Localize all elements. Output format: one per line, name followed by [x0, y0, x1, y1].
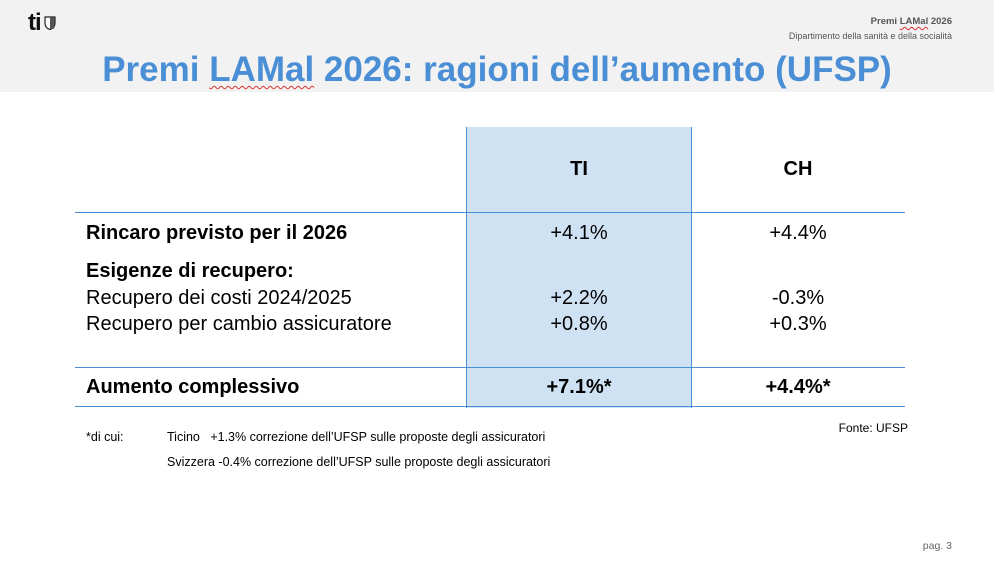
- row-label-totale: Aumento complessivo: [86, 376, 300, 398]
- header-department: Dipartimento della sanità e della social…: [788, 31, 952, 41]
- column-header-ch: CH: [783, 158, 813, 180]
- canton-logo: ti: [28, 9, 56, 36]
- cell-rincaro-ch: +4.4%: [769, 222, 827, 244]
- cell-recupero-costi-ti: +2.2%: [550, 287, 608, 309]
- footnote-line-svizzera: Svizzera -0.4% correzione dell’UFSP sull…: [167, 455, 551, 469]
- header-divider: [75, 212, 905, 213]
- footnote-line-ticino: Ticino +1.3% correzione dell’UFSP sulle …: [167, 430, 546, 444]
- source-note: Fonte: UFSP: [838, 421, 908, 435]
- row-label-recupero-costi: Recupero dei costi 2024/2025: [86, 287, 352, 309]
- total-divider: [75, 367, 905, 368]
- cell-rincaro-ti: +4.1%: [550, 222, 608, 244]
- logo-text: ti: [28, 9, 42, 36]
- footnote-intro: *di cui:: [86, 430, 124, 444]
- cell-recupero-costi-ch: -0.3%: [771, 287, 825, 309]
- ti-column-highlight: [466, 127, 692, 408]
- cell-totale-ti: +7.1%*: [546, 376, 612, 398]
- header-title: Premi LAMal 2026: [870, 16, 952, 27]
- row-label-recupero-cambio: Recupero per cambio assicuratore: [86, 313, 392, 335]
- slide-title: Premi LAMal 2026: ragioni dell’aumento (…: [102, 50, 892, 89]
- header-band: [0, 0, 994, 92]
- cell-recupero-cambio-ti: +0.8%: [550, 313, 608, 335]
- column-header-ti: TI: [570, 158, 588, 180]
- shield-icon: [44, 16, 56, 30]
- document-header: Premi LAMal 2026 Dipartimento della sani…: [789, 16, 952, 41]
- page-number: pag. 3: [922, 540, 952, 552]
- table-bottom-border: [75, 406, 905, 407]
- cell-recupero-cambio-ch: +0.3%: [769, 313, 827, 335]
- row-label-rincaro: Rincaro previsto per il 2026: [86, 222, 348, 244]
- row-label-esigenze: Esigenze di recupero:: [86, 260, 294, 282]
- cell-totale-ch: +4.4%*: [765, 376, 831, 398]
